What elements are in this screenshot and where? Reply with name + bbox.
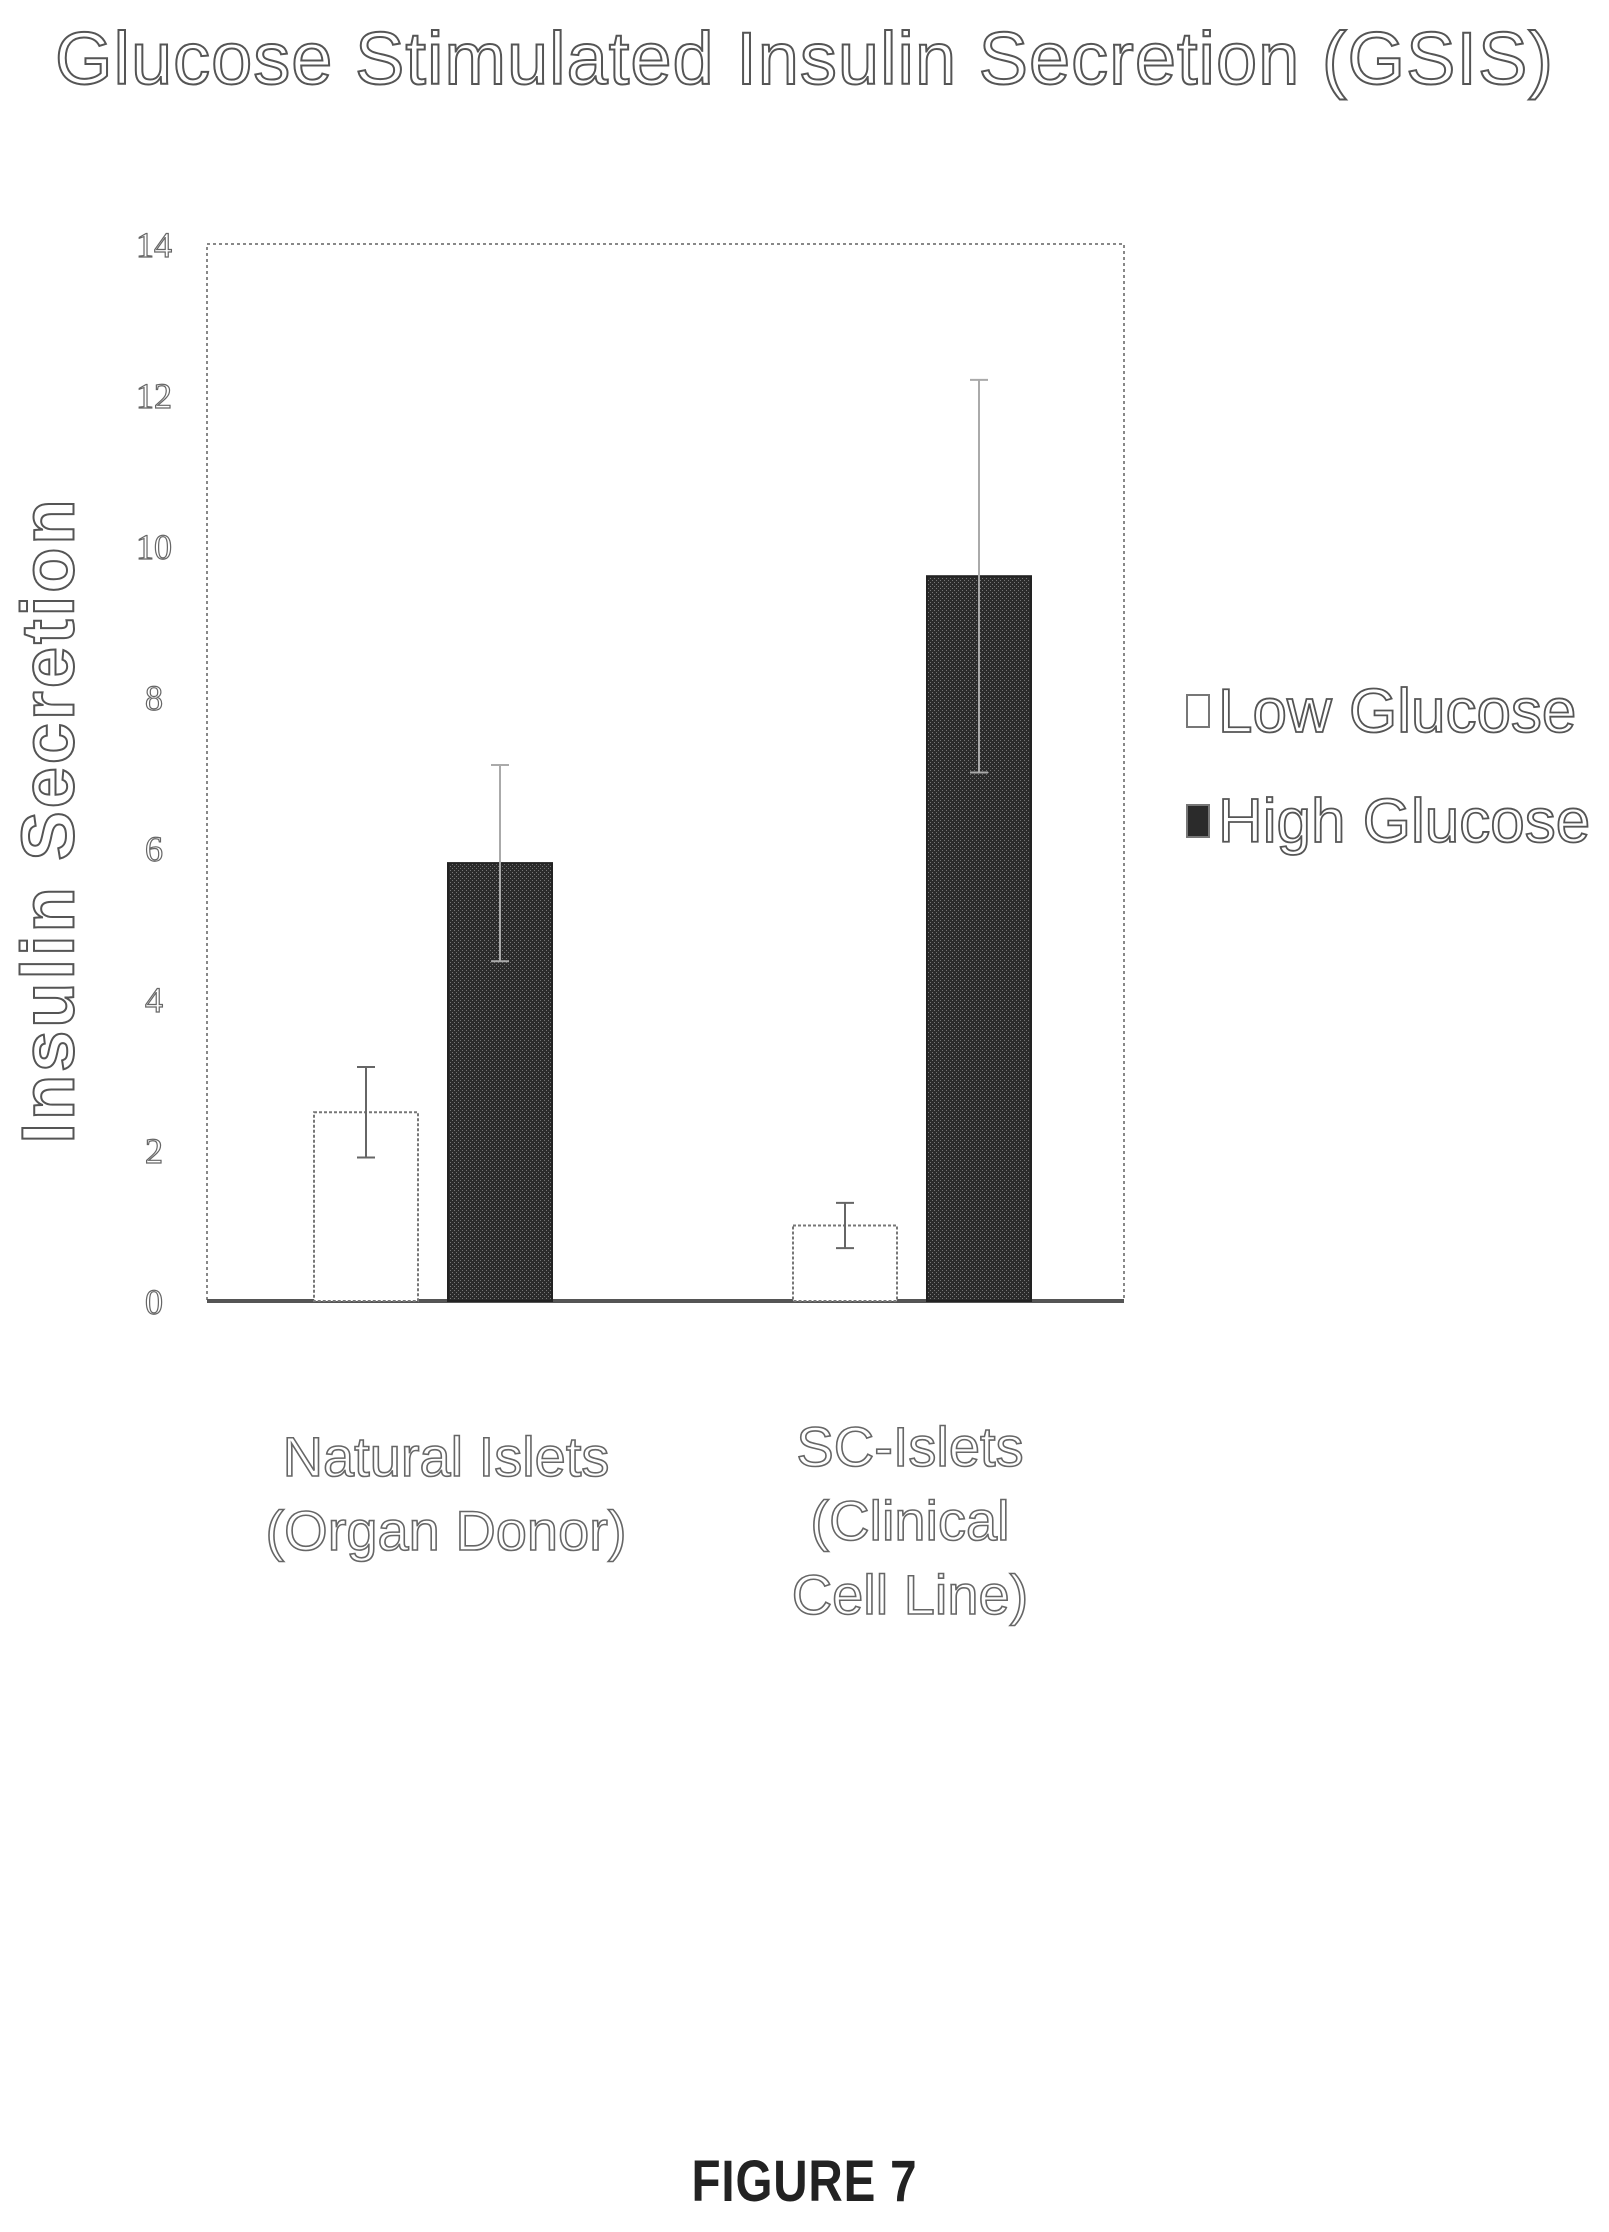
y-tick-label: 14 [136, 225, 172, 265]
figure-label: FIGURE 7 [691, 2149, 918, 2214]
chart-title: Glucose Stimulated Insulin Secretion (GS… [54, 16, 1554, 101]
y-tick-label: 0 [145, 1282, 163, 1322]
y-tick-label: 12 [136, 376, 172, 416]
category-label-line: (Organ Donor) [265, 1498, 628, 1563]
legend-label-low-glucose: Low Glucose [1217, 676, 1577, 747]
y-tick-label: 4 [145, 980, 163, 1020]
category-label-line: SC-Islets [796, 1414, 1025, 1479]
y-tick-label: 8 [145, 678, 163, 718]
y-tick-labels: 0 2 4 6 8 10 12 14 [135, 224, 172, 1322]
legend-swatch-high-glucose [1186, 804, 1210, 838]
legend-item-high-glucose: High Glucose [1186, 786, 1591, 857]
category-label-line: Cell Line) [791, 1562, 1029, 1627]
y-tick-label: 6 [145, 829, 163, 869]
y-tick-label: 2 [145, 1131, 163, 1171]
y-tick-label: 10 [136, 527, 172, 567]
legend-item-low-glucose: Low Glucose [1186, 676, 1590, 746]
category-label-natural-islets: Natural Islets (Organ Donor) [236, 1420, 656, 1568]
legend-swatch-low-glucose [1186, 694, 1210, 728]
legend: Low Glucose High Glucose [1186, 676, 1591, 896]
category-label-line: Natural Islets [282, 1424, 610, 1489]
category-label-line: (Clinical [810, 1488, 1011, 1553]
error-bars-group [357, 378, 988, 1250]
bars-group [313, 575, 1032, 1302]
category-label-sc-islets: SC-Islets (Clinical Cell Line) [700, 1410, 1120, 1632]
legend-label-high-glucose: High Glucose [1217, 786, 1591, 857]
